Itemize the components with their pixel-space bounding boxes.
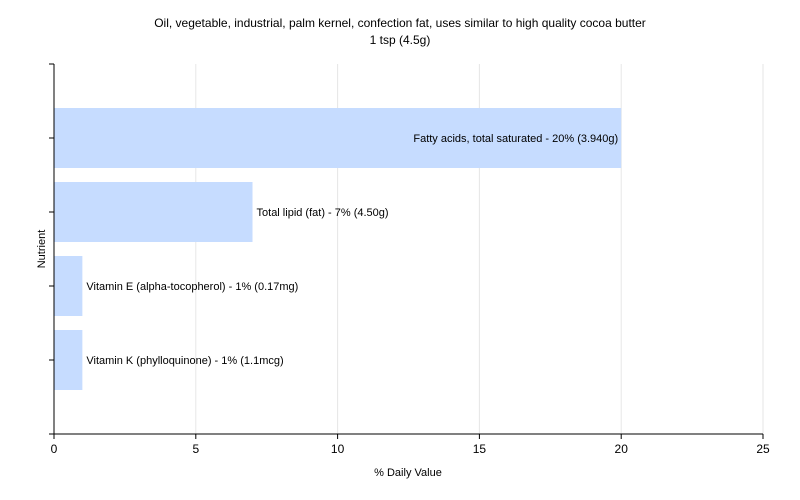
x-axis-ticks: 0 5 10 15 20 25 xyxy=(51,434,770,456)
chart-title: Oil, vegetable, industrial, palm kernel,… xyxy=(154,16,646,30)
y-axis-ticks xyxy=(49,63,54,435)
y-axis-label: Nutrient xyxy=(36,230,48,269)
bar xyxy=(54,108,622,168)
bar-label: Vitamin E (alpha-tocopherol) - 1% (0.17m… xyxy=(86,281,298,293)
bar-label: Vitamin K (phylloquinone) - 1% (1.1mcg) xyxy=(86,355,283,367)
x-tick-label: 5 xyxy=(192,442,199,456)
bar-label: Total lipid (fat) - 7% (4.50g) xyxy=(257,207,389,219)
x-tick-label: 10 xyxy=(331,442,345,456)
bar xyxy=(54,182,253,242)
bar-label: Fatty acids, total saturated - 20% (3.94… xyxy=(413,133,618,145)
x-tick-label: 0 xyxy=(51,442,58,456)
x-tick-label: 15 xyxy=(473,442,487,456)
x-axis-label: % Daily Value xyxy=(374,467,442,479)
bars: Fatty acids, total saturated - 20% (3.94… xyxy=(54,108,622,390)
x-tick-label: 20 xyxy=(615,442,629,456)
x-tick-label: 25 xyxy=(756,442,770,456)
chart-subtitle: 1 tsp (4.5g) xyxy=(370,33,431,47)
bar xyxy=(54,256,83,316)
bar xyxy=(54,330,83,390)
